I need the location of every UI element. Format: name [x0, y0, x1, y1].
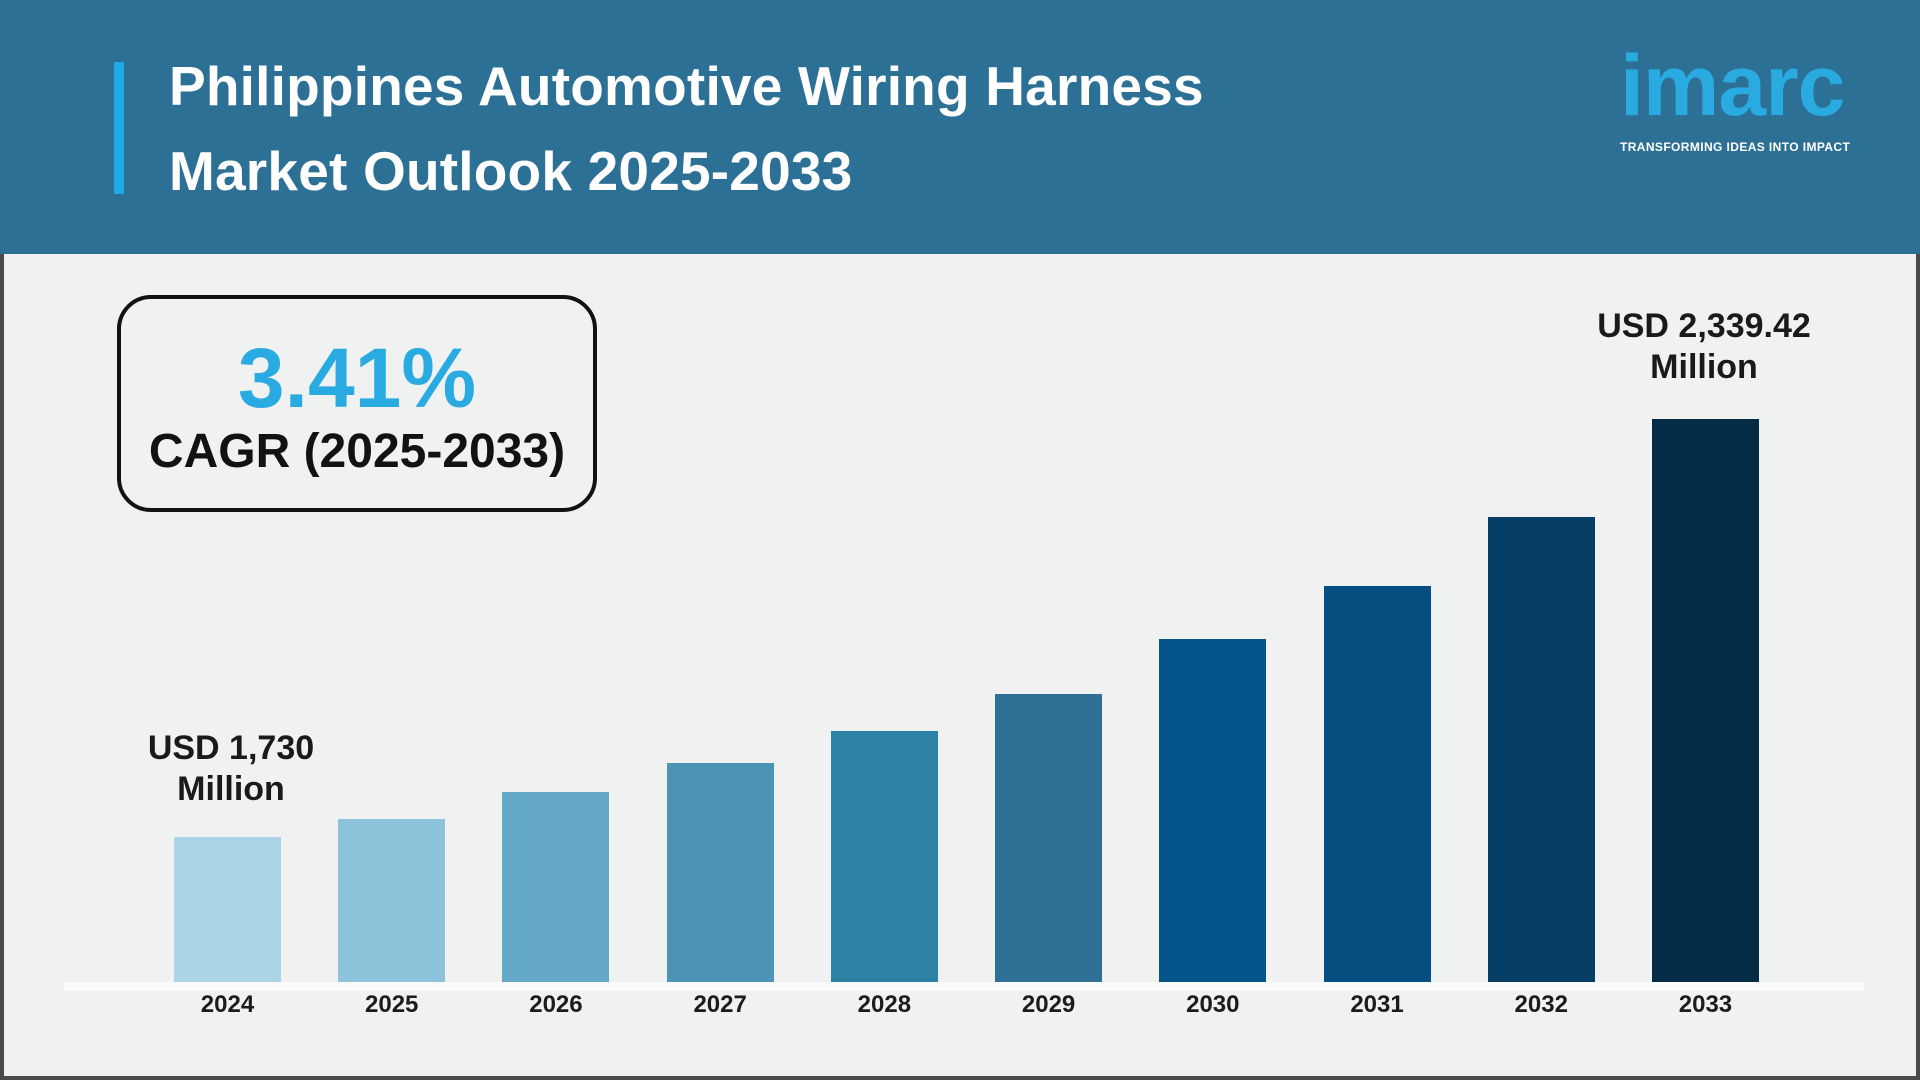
imarc-logo-wordmark: imarc — [1620, 38, 1846, 134]
header: Philippines Automotive Wiring Harness Ma… — [0, 0, 1920, 254]
page-title-line1: Philippines Automotive Wiring Harness — [169, 55, 1204, 117]
imarc-logo-tagline: TRANSFORMING IDEAS INTO IMPACT — [1620, 140, 1851, 154]
page-title-line2: Market Outlook 2025-2033 — [169, 140, 853, 202]
x-axis-label-2032: 2032 — [1514, 991, 1568, 1018]
start-value-line1: USD 1,730 — [147, 729, 315, 767]
cagr-box: 3.41% CAGR (2025-2033) — [117, 295, 597, 512]
x-axis-label-2028: 2028 — [857, 991, 912, 1018]
bar-2033 — [1651, 419, 1759, 982]
x-axis-line — [64, 982, 1864, 991]
cagr-value: 3.41% — [237, 330, 477, 425]
start-value-line2: Million — [177, 770, 285, 808]
imarc-logo: imarc TRANSFORMING IDEAS INTO IMPACT — [1620, 34, 1880, 154]
bar-2031 — [1323, 586, 1431, 982]
x-axis-labels: 2024 2025 2026 2027 2028 2029 2030 2031 2032 2033 — [174, 991, 1759, 1019]
end-value-line1: USD 2,339.42 — [1597, 307, 1811, 345]
x-axis-label-2027: 2027 — [693, 991, 747, 1018]
bar-2026 — [502, 792, 610, 982]
x-axis-label-2030: 2030 — [1186, 991, 1240, 1018]
end-value-label: USD 2,339.42 Million — [1544, 306, 1864, 388]
bar-2029 — [995, 694, 1103, 982]
chart-area: 3.41% CAGR (2025-2033) USD 1,730 Million… — [0, 254, 1920, 1080]
start-value-label: USD 1,730 Million — [71, 728, 391, 810]
bar-2032 — [1487, 517, 1595, 982]
bar-2027 — [666, 763, 774, 982]
end-value-line2: Million — [1650, 348, 1758, 386]
bar-2028 — [830, 731, 938, 982]
x-axis-label-2033: 2033 — [1678, 991, 1733, 1018]
bar-2030 — [1159, 639, 1267, 982]
bar-2024 — [174, 837, 281, 982]
title-accent-bar — [114, 62, 124, 194]
x-axis-label-2029: 2029 — [1021, 991, 1076, 1018]
cagr-label: CAGR (2025-2033) — [148, 424, 566, 478]
bar-2025 — [338, 819, 446, 982]
x-axis-label-2025: 2025 — [365, 991, 419, 1018]
x-axis-label-2031: 2031 — [1350, 991, 1404, 1018]
x-axis-label-2024: 2024 — [200, 991, 255, 1018]
x-axis-label-2026: 2026 — [529, 991, 583, 1018]
page-title: Philippines Automotive Wiring Harness Ma… — [169, 44, 1204, 214]
bar-group — [174, 419, 1759, 982]
